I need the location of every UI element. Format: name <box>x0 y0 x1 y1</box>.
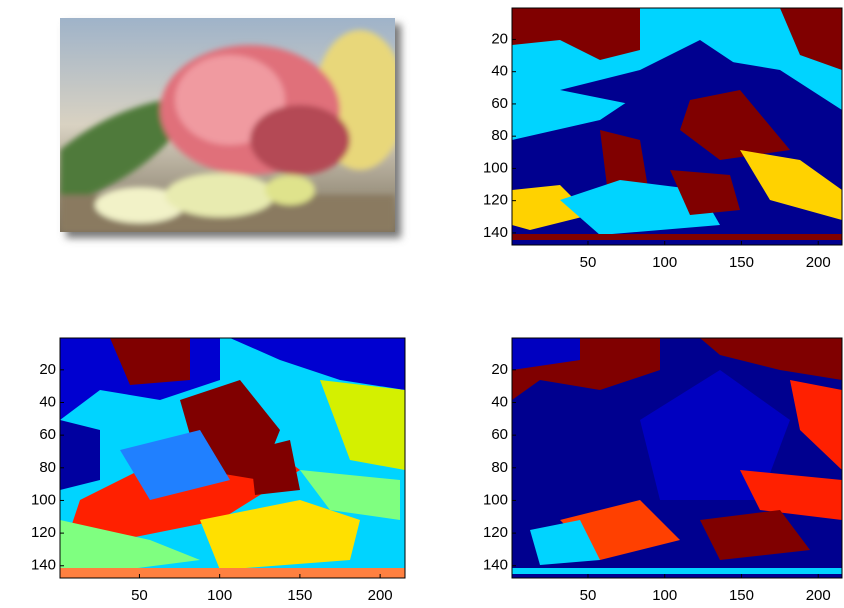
x-tick-label: 50 <box>580 254 597 271</box>
y-tick-label: 120 <box>483 192 508 209</box>
figure: 20 40 60 80 100 120 140 50 100 150 200 20 40 60 80 100 1… <box>0 0 844 608</box>
y-tick-label: 100 <box>483 159 508 176</box>
x-tick-label: 150 <box>729 587 754 604</box>
segmentation-image <box>60 338 405 578</box>
y-tick-label: 60 <box>39 426 56 443</box>
y-tick-label: 60 <box>491 426 508 443</box>
x-tick-label: 200 <box>368 587 393 604</box>
y-tick-label: 140 <box>31 557 56 574</box>
y-tick-label: 80 <box>491 459 508 476</box>
x-tick-label: 150 <box>729 254 754 271</box>
y-tick-label: 140 <box>483 224 508 241</box>
x-tick-label: 200 <box>806 254 831 271</box>
y-tick-label: 40 <box>491 393 508 410</box>
y-tick-label: 80 <box>39 459 56 476</box>
x-tick-label: 200 <box>806 587 831 604</box>
y-tick-label: 20 <box>491 30 508 47</box>
y-tick-label: 120 <box>31 524 56 541</box>
x-tick-label: 100 <box>652 254 677 271</box>
y-tick-label: 120 <box>483 524 508 541</box>
y-tick-label: 140 <box>483 557 508 574</box>
photo <box>60 18 405 238</box>
x-tick-label: 100 <box>652 587 677 604</box>
y-tick-label: 20 <box>39 361 56 378</box>
x-tick-label: 50 <box>131 587 148 604</box>
x-tick-label: 50 <box>580 587 597 604</box>
segmentation-image <box>512 8 842 245</box>
x-tick-label: 150 <box>287 587 312 604</box>
y-tick-label: 80 <box>491 127 508 144</box>
x-tick-label: 100 <box>207 587 232 604</box>
y-tick-label: 100 <box>483 491 508 508</box>
y-tick-label: 20 <box>491 361 508 378</box>
y-tick-label: 40 <box>491 63 508 80</box>
y-tick-label: 100 <box>31 491 56 508</box>
y-tick-label: 60 <box>491 95 508 112</box>
segmentation-image <box>512 338 842 578</box>
y-tick-label: 40 <box>39 393 56 410</box>
